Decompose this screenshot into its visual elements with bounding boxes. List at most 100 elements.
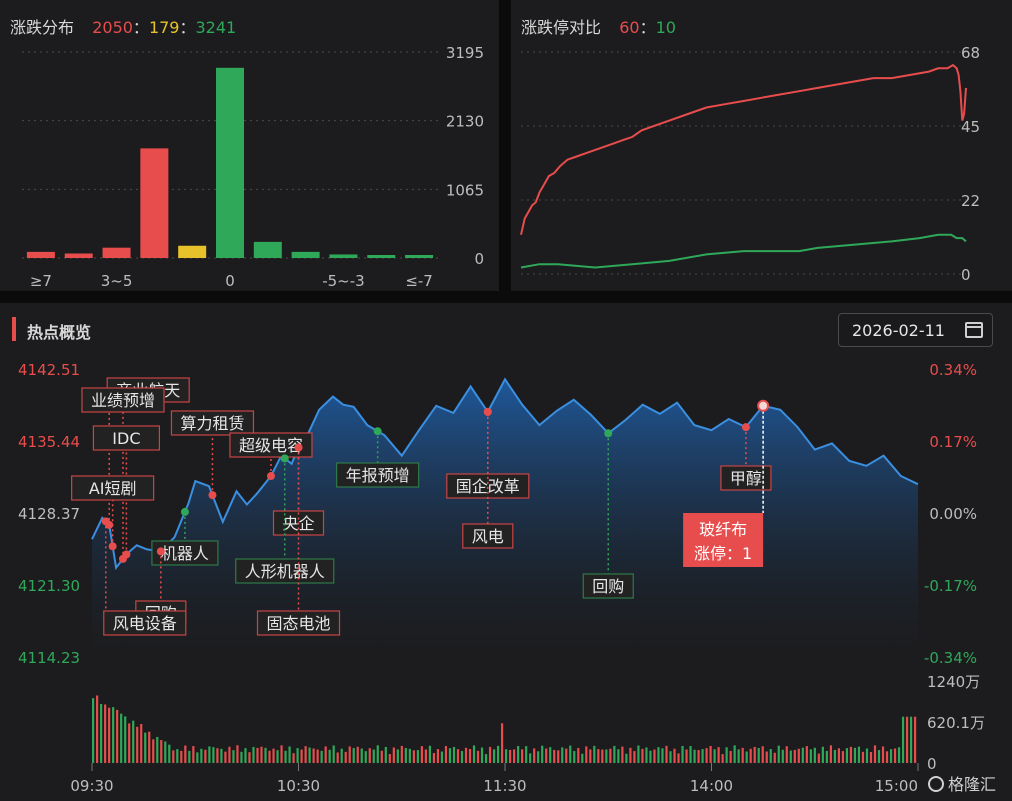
- y-tick-label: 3195: [446, 44, 484, 62]
- volume-bar: [833, 749, 836, 763]
- volume-bar: [785, 746, 788, 763]
- calendar-icon[interactable]: [965, 322, 983, 338]
- volume-bar: [252, 746, 255, 763]
- annotation-box: [336, 462, 420, 488]
- volume-bar: [549, 747, 552, 763]
- volume-bar: [749, 748, 752, 763]
- volume-bar: [533, 748, 536, 763]
- volume-bar: [581, 753, 584, 763]
- volume-bar: [244, 748, 247, 763]
- volume-bar: [392, 747, 395, 763]
- volume-bar: [116, 709, 119, 763]
- volume-bar: [180, 750, 183, 763]
- volume-bar: [368, 748, 371, 763]
- volume-bar: [284, 750, 287, 763]
- volume-bar: [404, 747, 407, 763]
- volume-bar: [681, 745, 684, 763]
- volume-bar: [480, 747, 484, 763]
- annotation-dot: [294, 443, 303, 452]
- volume-bar: [356, 746, 359, 763]
- volume-bar: [156, 736, 159, 763]
- volume-bar: [869, 752, 873, 763]
- annotation-dot: [741, 423, 750, 432]
- volume-bar: [384, 746, 387, 763]
- annotation-box: [462, 523, 514, 549]
- volume-bar: [525, 746, 528, 763]
- volume-bar: [697, 750, 700, 763]
- volume-bar: [420, 746, 423, 763]
- annotation-box: [92, 425, 161, 451]
- limit-up-count: 60: [619, 18, 640, 37]
- highlight-dot: [757, 399, 770, 412]
- y-left-tick: 4135.44: [18, 433, 80, 451]
- volume-bar: [801, 747, 804, 763]
- volume-bar: [460, 751, 464, 763]
- y-tick-label: 68: [961, 44, 980, 62]
- volume-bar: [216, 748, 219, 763]
- x-tick-label: 3~5: [101, 272, 133, 290]
- volume-bar: [256, 747, 259, 763]
- volume-bar: [280, 745, 283, 763]
- volume-bar: [777, 745, 780, 763]
- title-accent-bar: [12, 317, 16, 341]
- y-left-tick: 4121.30: [18, 577, 80, 595]
- distribution-panel: 涨跌分布 2050：179：3241 3195 2130 1065 0 ≥7 3~5 0 -5…: [0, 0, 499, 291]
- volume-bar: [376, 745, 379, 763]
- annotation-box: [582, 573, 634, 599]
- volume-bar: [589, 749, 592, 763]
- highlight-name: 玻纤布: [699, 520, 747, 539]
- volume-bar: [112, 707, 115, 763]
- annotation-dot: [122, 550, 131, 559]
- volume-bar: [881, 746, 885, 763]
- volume-bar: [897, 747, 901, 763]
- limit-title: 涨跌停对比: [521, 18, 602, 37]
- volume-bar: [436, 749, 440, 763]
- volume-bar: [641, 748, 644, 763]
- annotation-label: 年报预增: [346, 466, 410, 485]
- date-picker[interactable]: 2026-02-11: [838, 313, 993, 347]
- annotation-label: 风电设备: [113, 614, 177, 633]
- annotation-dot: [483, 407, 492, 416]
- watermark-logo-icon: [928, 776, 944, 792]
- annotation-box: [81, 387, 165, 413]
- annotation-box: [256, 610, 341, 636]
- volume-bar: [208, 746, 211, 763]
- volume-bar: [821, 746, 824, 763]
- volume-bar: [789, 750, 792, 763]
- volume-bar: [729, 750, 732, 763]
- volume-bar: [248, 752, 251, 763]
- y-tick-label: 1065: [446, 181, 484, 199]
- volume-bar: [913, 716, 917, 763]
- volume-bar: [709, 745, 712, 763]
- volume-bar: [240, 751, 243, 763]
- volume-bar: [773, 752, 776, 763]
- distribution-title: 涨跌分布: [10, 18, 75, 37]
- x-tick-label: 14:00: [690, 777, 733, 795]
- volume-bar: [196, 752, 199, 763]
- volume-bar: [484, 754, 488, 763]
- volume-bar: [805, 746, 808, 763]
- bar: [367, 255, 396, 258]
- volume-bar: [509, 749, 512, 763]
- volume-bar: [761, 746, 764, 763]
- annotation-box: [170, 410, 255, 436]
- distribution-bar-chart: 3195 2130 1065 0 ≥7 3~5 0 -5~-3 ≤-7: [22, 44, 484, 290]
- volume-bar: [685, 749, 688, 763]
- annotation-dot: [180, 507, 189, 516]
- volume-bar: [629, 747, 632, 763]
- volume-bar: [601, 749, 604, 763]
- limit-compare-panel: 涨跌停对比 60：10 68 45 22 0: [511, 0, 1012, 291]
- bar: [253, 241, 282, 258]
- volume-bar: [765, 751, 768, 763]
- volume-bar: [649, 750, 652, 763]
- volume-bar: [717, 747, 720, 763]
- volume-bar: [861, 751, 865, 763]
- annotation-label: 超级电容: [239, 436, 303, 455]
- volume-bar: [140, 723, 143, 763]
- volume-bar: [613, 745, 616, 763]
- volume-bar: [797, 748, 800, 763]
- volume-bar: [733, 745, 736, 763]
- volume-bar: [232, 750, 235, 763]
- bar: [329, 254, 358, 258]
- x-tick-label: 0: [225, 272, 235, 290]
